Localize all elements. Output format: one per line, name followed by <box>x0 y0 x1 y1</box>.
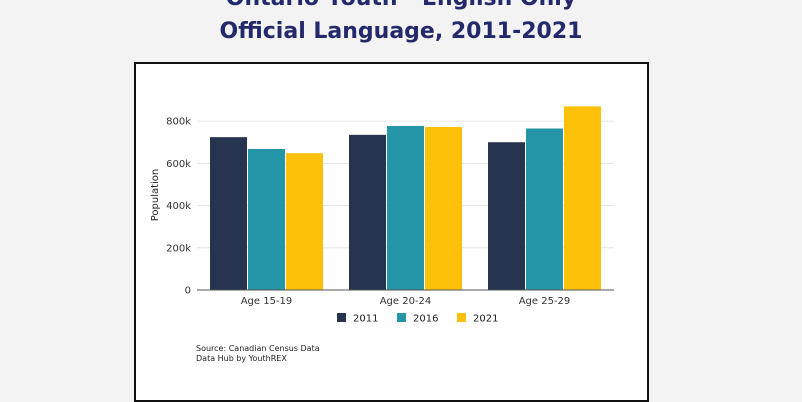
legend-label: 2021 <box>473 314 498 325</box>
x-tick-label: Age 20-24 <box>380 296 432 307</box>
bar <box>210 137 247 290</box>
y-tick-label: 0 <box>185 286 191 297</box>
y-tick-label: 400k <box>166 201 191 212</box>
y-axis-label: Population <box>150 169 161 222</box>
bar <box>488 142 525 290</box>
bar <box>425 127 462 291</box>
bar <box>248 148 285 290</box>
credit-line: Data Hub by YouthREX <box>196 354 287 363</box>
legend-label: 2011 <box>353 314 378 325</box>
x-tick-label: Age 15-19 <box>241 296 293 307</box>
chart-title-line-1: Ontario Youth - English Only <box>0 0 802 11</box>
y-tick-label: 800k <box>166 117 191 128</box>
legend-label: 2016 <box>413 314 438 325</box>
legend-swatch <box>337 313 346 322</box>
source-note: Source: Canadian Census Data Data Hub by… <box>196 344 320 364</box>
legend-swatch <box>397 313 406 322</box>
bar <box>387 125 424 290</box>
x-tick-label: Age 25-29 <box>519 296 571 307</box>
chart-title-line-2: Official Language, 2011-2021 <box>219 19 583 44</box>
bar <box>349 134 386 290</box>
legend-swatch <box>457 313 466 322</box>
y-tick-label: 600k <box>166 159 191 170</box>
bar <box>286 153 323 290</box>
source-line: Source: Canadian Census Data <box>196 344 320 353</box>
bar <box>564 106 601 290</box>
bar <box>526 128 563 290</box>
y-tick-label: 200k <box>166 243 191 254</box>
